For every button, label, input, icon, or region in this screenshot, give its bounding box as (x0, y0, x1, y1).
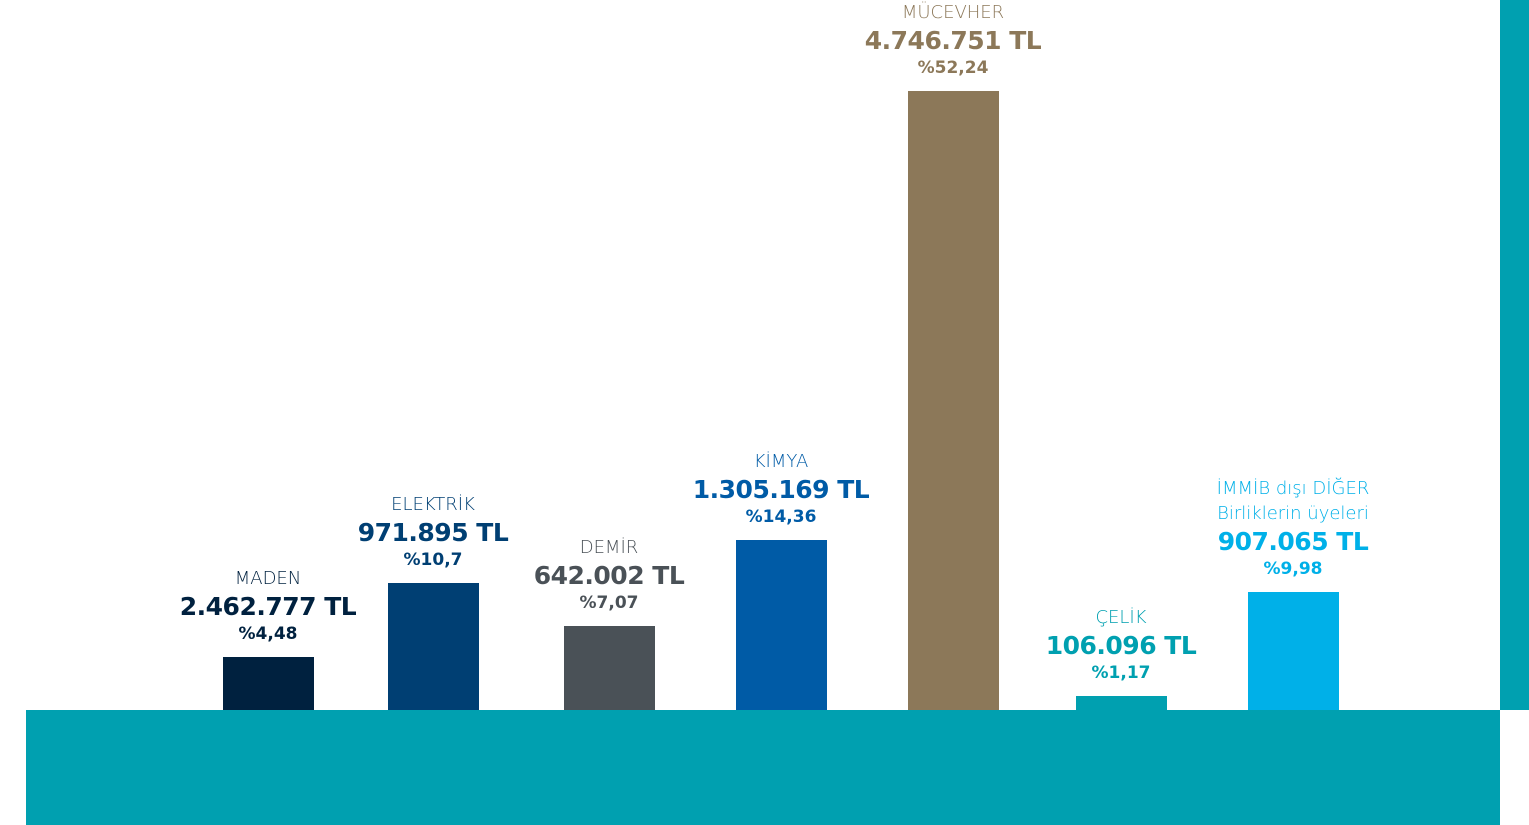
value-label: %4,48 (238, 623, 298, 644)
amount-label: 971.895 TL (357, 518, 509, 548)
amount-label: 2.462.777 TL (179, 591, 357, 621)
value-label: %14,36 (745, 506, 817, 527)
bar-label: ELEKTRİK 971.895 TL %10,7 (323, 492, 543, 571)
category-label: DEMİR (579, 537, 639, 559)
bar-label: MÜCEVHER 4.746.751 TL %52,24 (843, 0, 1063, 79)
bar (907, 91, 999, 710)
bar-label: İMMİB dışı DİĞER Birliklerin üyeleri 907.… (1183, 476, 1403, 580)
amount-label: 4.746.751 TL (864, 26, 1042, 55)
bar (735, 539, 827, 710)
amount-label: 1.305.169 TL (692, 474, 870, 504)
bar (1075, 696, 1167, 710)
side-band (1500, 0, 1529, 710)
value-label: %10,7 (403, 550, 463, 571)
bar (563, 626, 655, 710)
value-label: %7,07 (579, 593, 639, 614)
value-label: %52,24 (917, 58, 989, 78)
category-label: İMMİB dışı DİĞER Birliklerin üyeleri (1216, 477, 1370, 524)
bar-label: ÇELİK 106.096 TL %1,17 (1011, 605, 1231, 684)
amount-label: 642.002 TL (533, 561, 685, 591)
bar-label: DEMİR 642.002 TL %7,07 (499, 535, 719, 614)
category-label: MADEN (234, 567, 302, 589)
bar-label: MADEN 2.462.777 TL %4,48 (158, 566, 378, 645)
category-label: MÜCEVHER (901, 2, 1005, 23)
amount-label: 106.096 TL (1045, 631, 1197, 661)
category-label: ELEKTRİK (391, 494, 475, 516)
bar (222, 656, 314, 710)
bar (1247, 591, 1339, 710)
value-label: %1,17 (1091, 663, 1151, 684)
category-label: ÇELİK (1095, 607, 1147, 629)
value-label: %9,98 (1263, 558, 1323, 579)
amount-label: 907.065 TL (1217, 526, 1369, 556)
bar (387, 583, 479, 710)
bar-label: KİMYA 1.305.169 TL %14,36 (671, 449, 891, 528)
floor-band (26, 710, 1500, 825)
category-label: KİMYA (753, 450, 809, 472)
